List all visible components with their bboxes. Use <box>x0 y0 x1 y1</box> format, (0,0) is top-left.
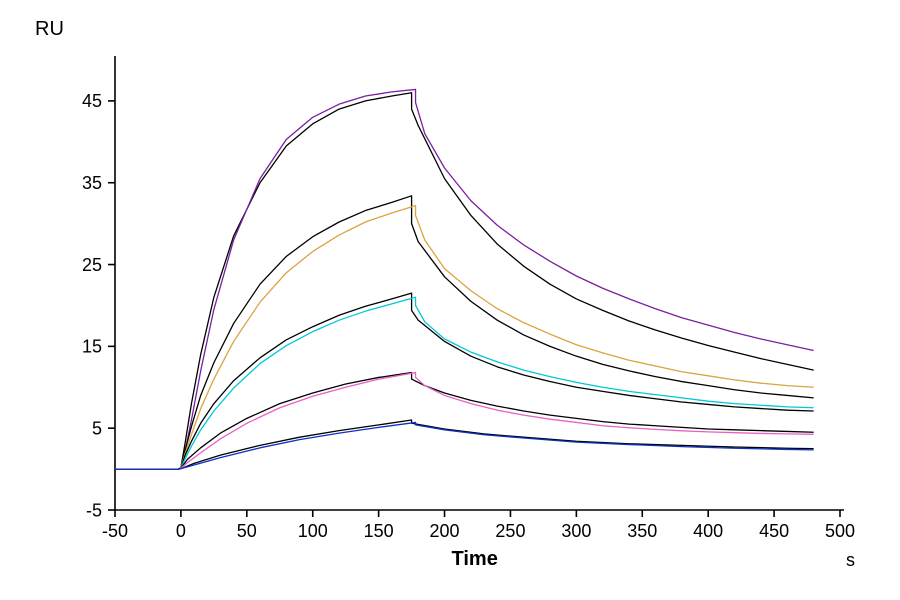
x-axis-unit: s <box>846 550 855 571</box>
x-tick-label: 250 <box>495 521 525 541</box>
x-axis-label: Time <box>452 548 498 571</box>
series-fit-curve-3 <box>115 293 814 469</box>
x-tick-label: 500 <box>825 521 855 541</box>
series-fit-curve-4 <box>115 196 814 469</box>
y-tick-label: 45 <box>82 91 102 111</box>
x-tick-label: 100 <box>298 521 328 541</box>
chart-stage: -50 0 50 100 150 200 250 300 350 400 450 500 -5 5 15 25… <box>0 0 900 600</box>
x-tick-label: 450 <box>759 521 789 541</box>
x-tick-label: 350 <box>627 521 657 541</box>
x-tick-label: -50 <box>102 521 128 541</box>
y-tick-label: 15 <box>82 337 102 357</box>
y-tick-label: 5 <box>92 418 102 438</box>
x-tick-label: 400 <box>693 521 723 541</box>
y-axis-label: RU <box>35 18 64 41</box>
y-tick-label: 25 <box>82 255 102 275</box>
series-conc-2 <box>115 373 814 470</box>
y-tick-label: -5 <box>86 500 102 520</box>
series-fit-curve-5 <box>115 93 814 469</box>
series-conc-3 <box>115 297 814 469</box>
series-fit-curve-2 <box>115 373 814 470</box>
x-tick-label: 0 <box>176 521 186 541</box>
sensorgram-chart: -50 0 50 100 150 200 250 300 350 400 450 500 -5 5 15 25… <box>0 0 900 600</box>
series-fit-curve-1 <box>115 420 814 469</box>
x-tick-label: 300 <box>561 521 591 541</box>
x-tick-label: 200 <box>430 521 460 541</box>
x-tick-label: 50 <box>237 521 257 541</box>
x-tick-label: 150 <box>364 521 394 541</box>
y-tick-label: 35 <box>82 173 102 193</box>
